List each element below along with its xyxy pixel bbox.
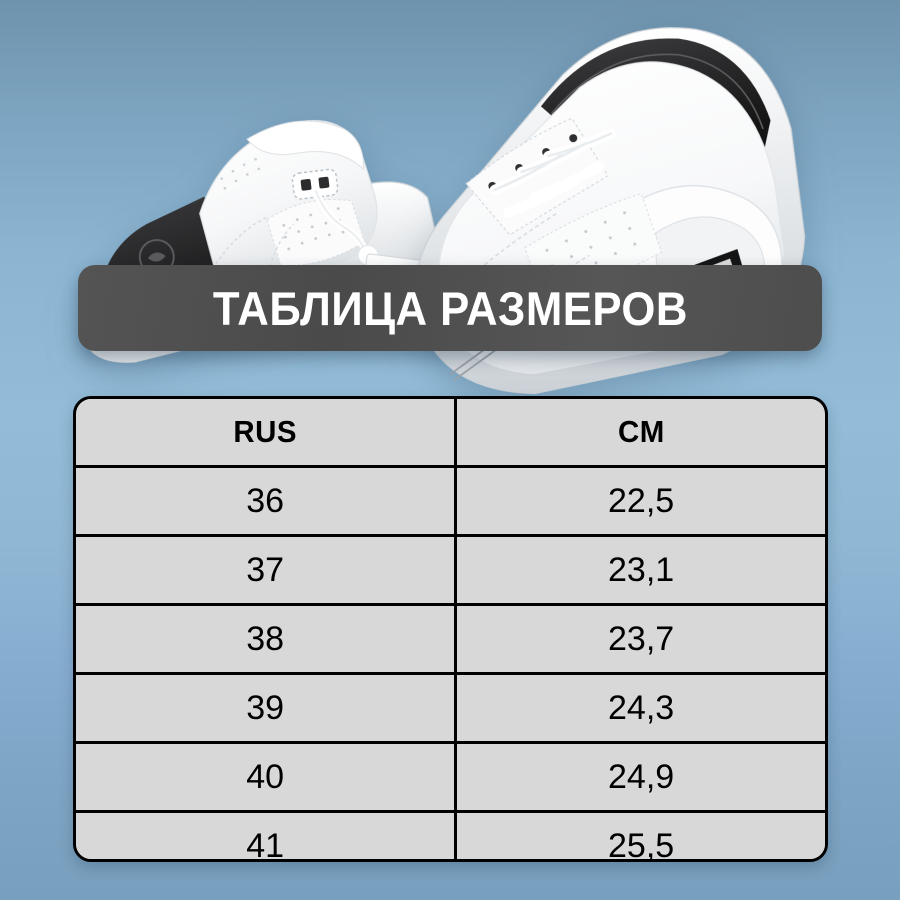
size-table-container: RUS CM 36 22,5 37 23,1 38 23,7 39 24,3 xyxy=(73,396,828,862)
size-table: RUS CM 36 22,5 37 23,1 38 23,7 39 24,3 xyxy=(76,399,825,859)
column-header-cm: CM xyxy=(464,399,816,467)
column-header-rus: RUS xyxy=(85,399,448,467)
cell-rus: 38 xyxy=(76,603,458,674)
table-row: 37 23,1 xyxy=(76,534,825,605)
cell-cm: 23,1 xyxy=(455,534,825,605)
cell-rus: 37 xyxy=(76,534,458,605)
cell-rus: 41 xyxy=(76,810,458,859)
table-row: 39 24,3 xyxy=(76,672,825,743)
cell-rus: 39 xyxy=(76,672,458,743)
table-row: 38 23,7 xyxy=(76,603,825,674)
cell-cm: 22,5 xyxy=(455,465,825,536)
table-row: 40 24,9 xyxy=(76,741,825,812)
cell-rus: 36 xyxy=(76,465,458,536)
title-banner: ТАБЛИЦА РАЗМЕРОВ xyxy=(78,265,822,351)
cell-cm: 23,7 xyxy=(455,603,825,674)
cell-rus: 40 xyxy=(76,741,458,812)
cell-cm: 25,5 xyxy=(455,810,825,859)
table-header-row: RUS CM xyxy=(76,399,825,467)
cell-cm: 24,9 xyxy=(455,741,825,812)
cell-cm: 24,3 xyxy=(455,672,825,743)
page-title: ТАБЛИЦА РАЗМЕРОВ xyxy=(212,281,688,335)
table-row: 36 22,5 xyxy=(76,465,825,536)
table-row: 41 25,5 xyxy=(76,810,825,859)
